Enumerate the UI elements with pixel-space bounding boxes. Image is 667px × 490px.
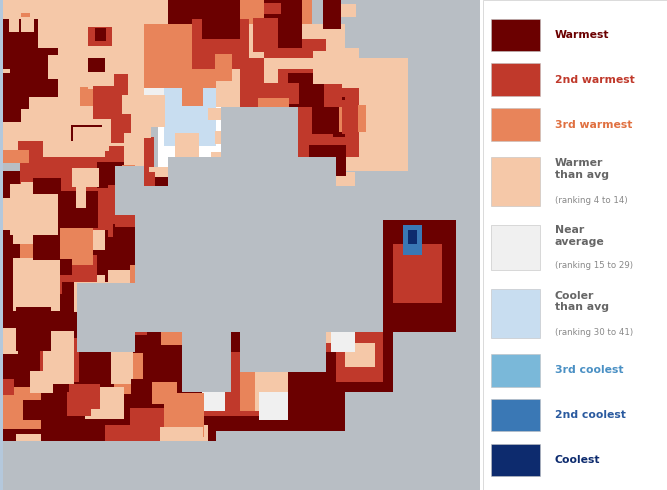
Text: 2nd warmest: 2nd warmest — [555, 74, 635, 85]
Text: 2nd coolest: 2nd coolest — [555, 410, 626, 420]
Bar — [491, 444, 540, 476]
Bar — [491, 354, 540, 387]
Text: (ranking 4 to 14): (ranking 4 to 14) — [555, 196, 628, 205]
Text: Cooler
than avg: Cooler than avg — [555, 291, 609, 312]
Text: Warmest: Warmest — [555, 30, 610, 40]
Text: (ranking 30 to 41): (ranking 30 to 41) — [555, 328, 633, 337]
Text: Warmer
than avg: Warmer than avg — [555, 158, 609, 180]
Bar — [491, 64, 540, 96]
Bar — [491, 224, 540, 270]
Text: 3rd coolest: 3rd coolest — [555, 366, 624, 375]
Text: Coolest: Coolest — [555, 455, 600, 465]
Text: (ranking 15 to 29): (ranking 15 to 29) — [555, 261, 633, 270]
Text: Near
average: Near average — [555, 225, 605, 246]
Bar — [491, 157, 540, 206]
Text: 3rd warmest: 3rd warmest — [555, 120, 632, 129]
Bar — [491, 289, 540, 338]
Bar — [491, 399, 540, 431]
Bar — [491, 108, 540, 141]
Bar — [491, 19, 540, 51]
